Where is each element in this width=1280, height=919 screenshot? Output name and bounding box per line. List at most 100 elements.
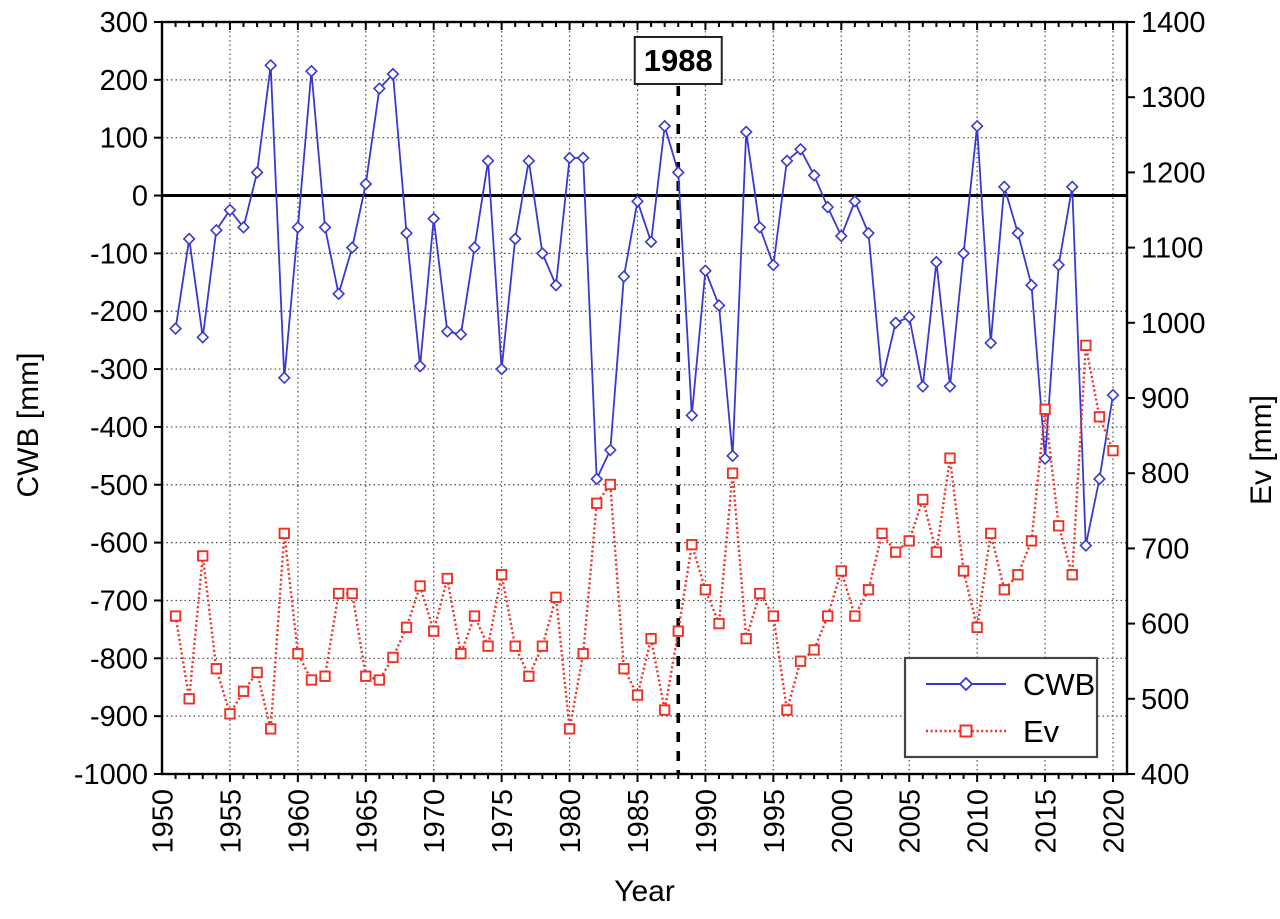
cwb-marker [1106,388,1120,402]
x-axis-title: Year [614,875,675,908]
x-axis-tick-label: 2005 [895,789,927,854]
ev-marker [944,452,956,464]
ev-marker [292,648,304,660]
ev-marker [1053,520,1065,532]
ev-marker [169,610,182,622]
cwb-marker [1092,472,1106,486]
ev-marker [849,610,861,622]
ev-marker [360,670,372,682]
cwb-marker [182,232,196,246]
cwb-marker [237,220,250,234]
cwb-marker [454,327,468,341]
ev-marker [523,670,535,682]
ev-marker [319,670,331,682]
ev-marker [1107,444,1119,457]
ev-marker [509,640,521,652]
cwb-marker [739,125,753,139]
cwb-marker [535,246,549,260]
right-axis-tick-label: 1300 [1141,82,1206,114]
ev-marker [985,527,997,540]
ev-marker [917,493,929,506]
ev-marker [251,666,263,679]
ev-marker [672,625,684,637]
cwb-marker [644,235,658,249]
ev-marker [699,584,712,596]
right-axis-tick-label: 600 [1141,609,1189,641]
cwb-marker [984,336,998,350]
cwb-marker [508,232,522,246]
cwb-marker [726,449,740,463]
cwb-marker [563,151,577,165]
ev-marker [862,584,875,596]
right-axis-tick-label: 1100 [1141,233,1203,265]
cwb-marker [196,330,210,344]
ev-marker [441,572,453,585]
ev-marker [197,550,209,562]
cwb-marker [603,443,617,457]
left-axis-tick-label: -1000 [74,759,148,791]
right-axis-tick-label: 900 [1141,383,1189,415]
legend-square-icon [959,724,973,738]
cwb-marker [862,226,875,240]
right-axis-tick-label: 1400 [1141,7,1206,39]
ev-marker [550,591,562,603]
cwb-marker [345,241,359,255]
ev-marker [794,655,807,667]
cwb-marker [780,154,794,168]
ev-marker [428,625,440,637]
ev-marker [346,587,358,600]
left-axis-tick-label: 100 [100,123,148,155]
cwb-marker [685,408,699,422]
cwb-marker [766,258,780,272]
cwb-marker [1038,452,1052,466]
cwb-marker [821,200,835,214]
ev-marker [482,640,494,652]
x-axis-tick-label: 1955 [215,789,247,854]
cwb-marker [169,322,183,336]
cwb-marker [481,154,495,168]
ev-marker [740,632,752,645]
x-axis-tick-label: 2010 [963,789,995,854]
ev-marker [563,723,576,735]
right-axis-tick-label: 700 [1141,533,1189,565]
cwb-marker [264,58,278,72]
right-axis-tick-label: 400 [1141,759,1189,791]
cwb-marker [997,180,1011,194]
cwb-marker [291,220,305,234]
x-axis-tick-label: 1975 [487,789,519,854]
ev-marker [971,621,983,634]
cwb-marker [590,472,604,486]
cwb-marker [807,168,821,182]
left-axis-tick-label: -300 [90,354,148,386]
ev-marker [835,565,847,577]
ev-marker [1012,569,1024,581]
ev-marker [373,674,386,686]
ev-marker [1093,411,1106,423]
cwb-marker [250,165,264,179]
x-axis-tick-label: 1980 [555,789,587,854]
left-axis-title: CWB [mm] [12,353,45,498]
cwb-marker [549,278,563,292]
ev-marker [889,546,902,558]
cwb-marker [929,255,943,269]
left-axis-tick-label: -700 [90,585,148,617]
x-axis-tick-label: 2015 [1031,789,1063,854]
left-axis-tick-label: -200 [90,296,148,328]
cwb-marker [902,310,916,324]
cwb-marker [970,119,984,133]
right-axis-tick-label: 1000 [1141,308,1206,340]
cwb-marker [617,270,631,283]
cwb-marker [277,371,291,385]
ev-marker [604,478,616,491]
left-axis-tick-label: -100 [90,238,148,270]
cwb-marker [318,220,332,234]
legend-label-cwb: CWB [1023,667,1095,702]
cwb-marker [834,229,848,243]
ev-marker [332,587,345,600]
cwb-marker [372,82,386,95]
ev-marker [631,689,644,701]
ev-marker [591,497,603,509]
ev-marker [781,704,793,716]
cwb-marker [698,264,712,278]
